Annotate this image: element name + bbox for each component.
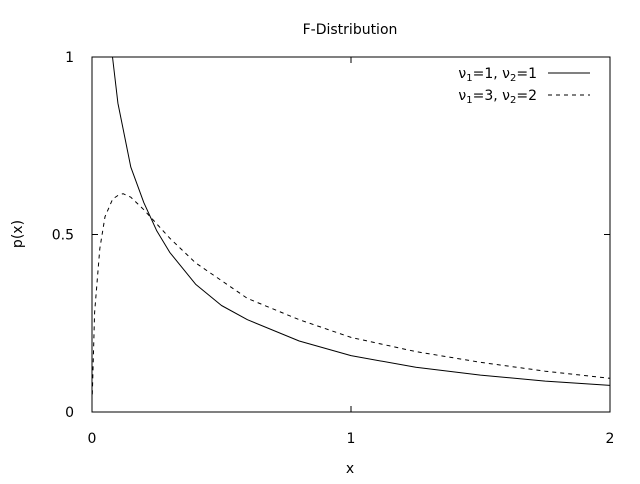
y-axis-label: p(x) (10, 220, 26, 248)
x-tick-label: 1 (347, 431, 356, 447)
legend-label: ν1=3, ν2=2 (458, 88, 537, 106)
y-tick-label: 1 (65, 50, 74, 66)
plot-frame (91, 56, 611, 413)
x-tick-label: 0 (88, 431, 97, 447)
series-layer (91, 56, 611, 395)
x-axis-label: x (346, 461, 354, 477)
legend: ν1=1, ν2=1 ν1=3, ν2=2 (458, 66, 590, 106)
y-tick-label: 0 (65, 405, 74, 421)
x-tick-label: 2 (606, 431, 615, 447)
chart-title: F-Distribution (303, 22, 398, 38)
series-line-2 (91, 193, 611, 395)
y-tick-label: 0.5 (52, 228, 74, 244)
legend-label: ν1=1, ν2=1 (458, 66, 537, 84)
legend-item-2: ν1=3, ν2=2 (458, 88, 590, 106)
legend-item-1: ν1=1, ν2=1 (458, 66, 590, 84)
series-line-1 (112, 56, 611, 386)
axes-layer: 0 1 2 0 0.5 1 (52, 50, 615, 447)
